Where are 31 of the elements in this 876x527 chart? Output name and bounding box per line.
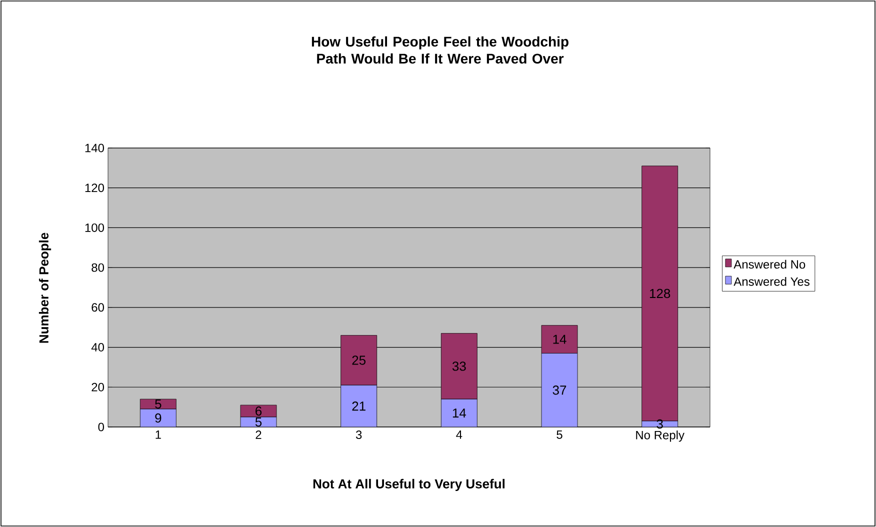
data-label: 14 — [452, 408, 466, 418]
data-label: 9 — [155, 413, 162, 423]
y-tick-label: 100 — [85, 223, 104, 232]
data-label: 37 — [552, 386, 566, 395]
y-tick-label: 20 — [92, 382, 104, 392]
legend-label: Answered No — [734, 260, 806, 269]
x-axis-title: Not At All Useful to Very Useful — [313, 478, 504, 492]
y-tick-label: 120 — [85, 184, 104, 192]
y-tick-label: 80 — [92, 263, 104, 272]
x-tick-label: 2 — [256, 430, 262, 439]
data-label: 21 — [352, 402, 366, 411]
y-axis-title: Number of People — [38, 232, 52, 343]
x-tick-label: 5 — [556, 430, 562, 439]
data-label: 14 — [553, 334, 566, 344]
data-label: 5 — [255, 417, 262, 427]
y-tick-label: 140 — [85, 144, 104, 152]
data-label: 128 — [650, 288, 670, 298]
data-label: 25 — [352, 356, 366, 365]
x-tick-label: 3 — [356, 430, 362, 440]
x-tick-label: No Reply — [636, 430, 684, 442]
data-label: 5 — [155, 400, 162, 409]
x-tick-label: 1 — [156, 430, 161, 439]
y-tick-label: 40 — [91, 343, 104, 352]
data-label: 3 — [656, 419, 663, 429]
data-label: 33 — [452, 362, 466, 371]
x-tick-label: 4 — [456, 430, 462, 439]
legend-label: Answered Yes — [734, 277, 810, 286]
data-label: 6 — [256, 406, 262, 416]
y-tick-label: 0 — [98, 422, 104, 432]
y-tick-label: 60 — [92, 303, 104, 312]
chart-title: How Useful People Feel the Woodchip Path Would Be If It Were Paved Over — [312, 36, 568, 64]
